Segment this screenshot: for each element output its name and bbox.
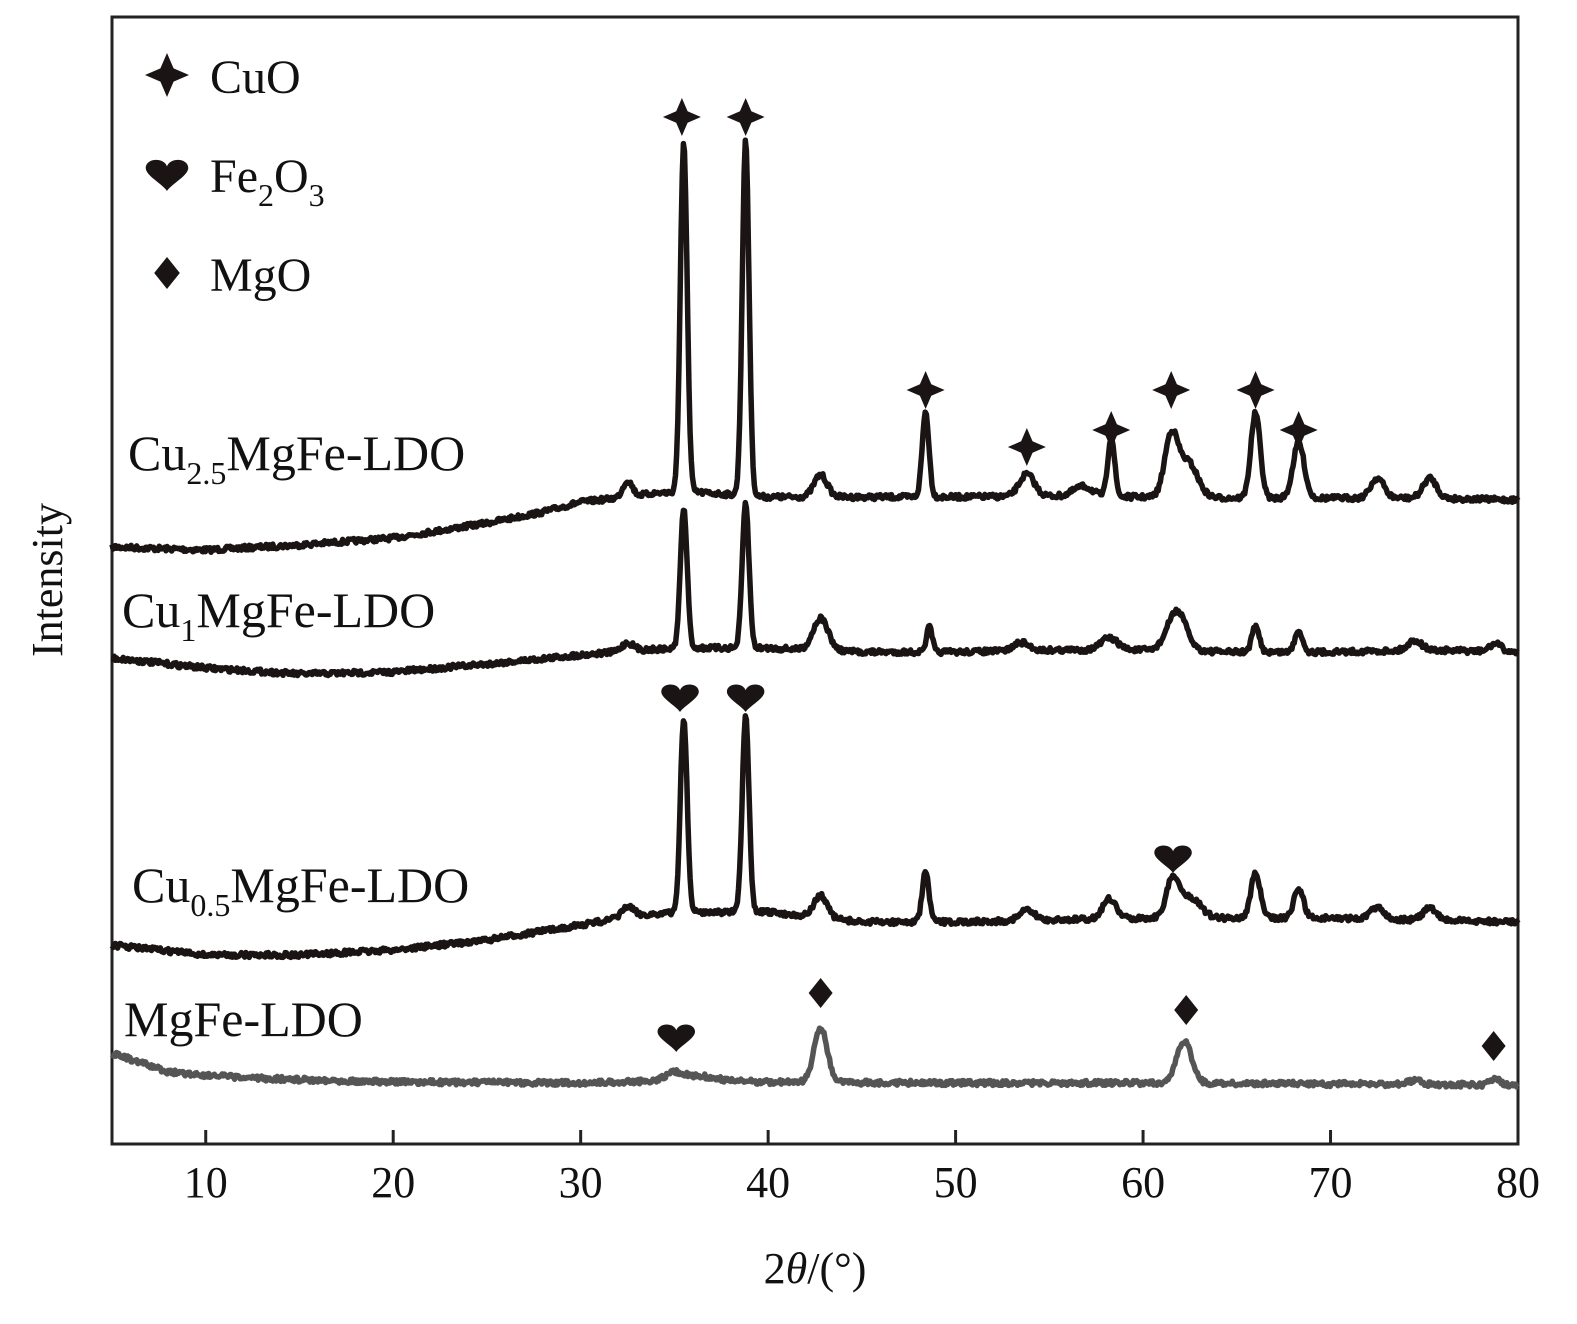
star4-icon (145, 53, 189, 97)
heart-icon (145, 159, 189, 191)
series-group (109, 137, 1521, 1090)
x-tick-label: 80 (1496, 1158, 1540, 1207)
series-label-suffix: MgFe-LDO (196, 582, 435, 638)
series-label-prefix: Cu (122, 582, 180, 638)
star4-icon (1236, 371, 1275, 409)
series-line (109, 1025, 1520, 1090)
series-label-suffix: MgFe-LDO (124, 991, 363, 1047)
diamond-icon (1174, 995, 1199, 1025)
series-label: Cu2.5MgFe-LDO (128, 425, 465, 491)
legend: CuO Fe2O3 MgO (145, 51, 325, 302)
y-axis-label: Intensity (23, 503, 72, 657)
x-axis-label-prefix: 2 (764, 1244, 786, 1293)
star4-icon (1279, 411, 1318, 449)
series-label-sub: 2.5 (186, 455, 226, 491)
x-axis-label-theta: θ (786, 1244, 808, 1293)
legend-label: MgO (210, 249, 311, 302)
series-label: Cu1MgFe-LDO (122, 582, 435, 648)
diamond-icon (808, 978, 833, 1008)
x-tick-label: 10 (184, 1158, 228, 1207)
legend-label-tail: O (274, 150, 309, 203)
legend-label-sub: 3 (309, 177, 325, 213)
star4-icon (1092, 411, 1131, 449)
heart-icon (661, 684, 699, 712)
star4-icon (906, 371, 945, 409)
series-line (109, 137, 1521, 555)
legend-label: CuO (210, 51, 301, 104)
x-tick-label: 50 (934, 1158, 978, 1207)
x-tick-label: 40 (746, 1158, 790, 1207)
series-label-suffix: MgFe-LDO (226, 425, 465, 481)
peak-markers (657, 98, 1506, 1061)
x-tick-label: 30 (559, 1158, 603, 1207)
legend-label-main: Fe (210, 150, 258, 203)
series-label: Cu0.5MgFe-LDO (132, 857, 469, 923)
x-tick-label: 70 (1309, 1158, 1353, 1207)
diamond-icon (154, 257, 180, 289)
series-label-prefix: Cu (128, 425, 186, 481)
star4-icon (1007, 428, 1046, 466)
series-line (110, 499, 1520, 679)
x-axis-label: 2θ/(°) (764, 1244, 867, 1293)
star4-icon (726, 98, 765, 136)
heart-icon (1154, 845, 1192, 873)
legend-label-main: MgO (210, 249, 311, 302)
series-label-suffix: MgFe-LDO (230, 857, 469, 913)
star4-icon (662, 98, 701, 136)
star4-icon (1152, 371, 1191, 409)
series-labels: Cu2.5MgFe-LDOCu1MgFe-LDOCu0.5MgFe-LDOMgF… (122, 425, 469, 1047)
plot-frame (110, 15, 1520, 1146)
series-label: MgFe-LDO (124, 991, 363, 1047)
legend-label-sub: 2 (258, 177, 274, 213)
x-axis-ticks: 10 20 30 40 50 60 70 80 (184, 1130, 1540, 1207)
series-label-prefix: Cu (132, 857, 190, 913)
series-label-sub: 1 (180, 612, 196, 648)
heart-icon (657, 1024, 696, 1052)
x-tick-label: 60 (1121, 1158, 1165, 1207)
legend-label-main: CuO (210, 51, 301, 104)
series-label-sub: 0.5 (190, 887, 230, 923)
diamond-icon (1481, 1031, 1506, 1061)
series-line (109, 713, 1521, 961)
x-axis-label-suffix: /(°) (807, 1244, 866, 1293)
heart-icon (726, 684, 765, 712)
x-tick-label: 20 (371, 1158, 415, 1207)
legend-label: Fe2O3 (210, 150, 325, 213)
